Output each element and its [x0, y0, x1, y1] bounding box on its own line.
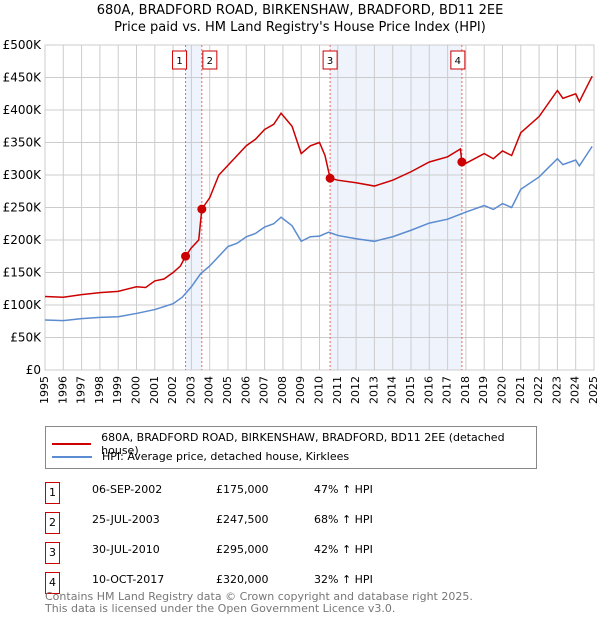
legend-swatch-hpi — [52, 455, 92, 458]
transaction-point — [197, 204, 207, 214]
transaction-box — [322, 50, 338, 70]
plot-area: 1995 1996 1997 1998 1999 2000 2001 2002 2003 2004… — [3, 38, 600, 404]
x-tick-label: 2018 — [459, 376, 472, 404]
x-tick-label: 2019 — [477, 376, 490, 404]
transaction-price: £247,500 — [216, 513, 269, 526]
x-tick-label: 2025 — [587, 376, 600, 404]
transaction-hpi: 32% ↑ HPI — [314, 573, 373, 586]
transaction-price: £175,000 — [216, 483, 269, 496]
y-tick-label: £100K — [3, 298, 43, 312]
transaction-marker-label: 3 — [45, 542, 60, 564]
transaction-box-label: 3 — [327, 56, 333, 67]
footer-line-1: Contains HM Land Registry data © Crown c… — [45, 590, 473, 603]
y-tick-label: £250K — [3, 201, 43, 215]
x-tick-label: 1998 — [93, 376, 106, 404]
transaction-hpi: 68% ↑ HPI — [314, 513, 373, 526]
property-price-line — [44, 75, 593, 298]
x-tick-label: 2015 — [404, 376, 417, 404]
plot-border — [44, 44, 595, 371]
x-tick-label: 1995 — [38, 376, 51, 404]
x-tick-label: 2002 — [166, 376, 179, 404]
chart-title: 680A, BRADFORD ROAD, BIRKENSHAW, BRADFOR… — [96, 3, 504, 18]
y-tick-label: £150K — [3, 266, 43, 280]
x-tick-label: 2000 — [130, 376, 143, 404]
y-tick-label: £500K — [3, 38, 43, 52]
x-tick-label: 2020 — [496, 376, 509, 404]
x-tick-label: 2021 — [514, 376, 527, 404]
transaction-price: £295,000 — [216, 543, 269, 556]
x-tick-label: 2022 — [532, 376, 545, 404]
x-tick-label: 2004 — [203, 376, 216, 404]
legend-swatch-property — [52, 443, 92, 445]
y-tick-label: £450K — [3, 71, 43, 85]
x-tick-label: 2017 — [441, 376, 454, 404]
chart-subtitle: Price paid vs. HM Land Registry's House … — [114, 20, 486, 35]
x-tick-label: 2001 — [148, 376, 161, 404]
y-tick-label: £300K — [3, 168, 43, 182]
footer: Contains HM Land Registry data © Crown c… — [45, 591, 473, 615]
y-tick-label: £200K — [3, 233, 43, 247]
transaction-price: £320,000 — [216, 573, 269, 586]
y-tick-label: £0 — [26, 363, 41, 377]
transaction-box-label: 1 — [176, 56, 182, 67]
x-tick-label: 2014 — [386, 376, 399, 404]
transaction-box-label: 2 — [207, 56, 213, 67]
transaction-point — [325, 173, 335, 183]
x-tick-label: 2008 — [276, 376, 289, 404]
hpi-line — [44, 145, 593, 322]
transaction-date: 30-JUL-2010 — [92, 543, 160, 556]
transaction-box — [450, 50, 466, 70]
transaction-date: 06-SEP-2002 — [92, 483, 163, 496]
transaction-hpi: 47% ↑ HPI — [314, 483, 373, 496]
x-tick-label: 2010 — [313, 376, 326, 404]
x-tick-label: 2006 — [239, 376, 252, 404]
transaction-date: 10-OCT-2017 — [92, 573, 165, 586]
x-tick-label: 2003 — [184, 376, 197, 404]
legend-label-property: 680A, BRADFORD ROAD, BIRKENSHAW, BRADFOR… — [101, 431, 505, 457]
transaction-box — [172, 50, 188, 70]
x-tick-label: 2023 — [550, 376, 563, 404]
x-tick-label: 1999 — [111, 376, 124, 404]
y-tick-label: £350K — [3, 136, 43, 150]
transaction-point — [181, 251, 191, 261]
x-tick-label: 2024 — [569, 376, 582, 404]
transaction-hpi: 42% ↑ HPI — [314, 543, 373, 556]
x-tick-label: 2005 — [221, 376, 234, 404]
x-tick-label: 2016 — [422, 376, 435, 404]
legend: 680A, BRADFORD ROAD, BIRKENSHAW, BRADFOR… — [45, 426, 537, 469]
x-tick-label: 1997 — [75, 376, 88, 404]
transaction-marker-label: 1 — [45, 482, 60, 504]
transaction-box-label: 4 — [455, 56, 461, 67]
x-tick-label: 1996 — [56, 376, 69, 404]
transaction-marker-label: 2 — [45, 512, 60, 534]
x-tick-label: 2009 — [294, 376, 307, 404]
transaction-marker-label: 4 — [45, 572, 60, 594]
x-tick-label: 2007 — [258, 376, 271, 404]
transaction-box — [202, 50, 218, 70]
transaction-date: 25-JUL-2003 — [92, 513, 160, 526]
transaction-point — [457, 157, 467, 167]
footer-line-2: This data is licensed under the Open Gov… — [45, 602, 396, 615]
x-tick-label: 2011 — [331, 376, 344, 404]
x-tick-label: 2012 — [349, 376, 362, 404]
y-tick-label: £400K — [3, 103, 43, 117]
legend-label-hpi: HPI: Average price, detached house, Kirk… — [102, 450, 350, 463]
y-tick-label: £50K — [10, 331, 42, 345]
x-tick-label: 2013 — [367, 376, 380, 404]
